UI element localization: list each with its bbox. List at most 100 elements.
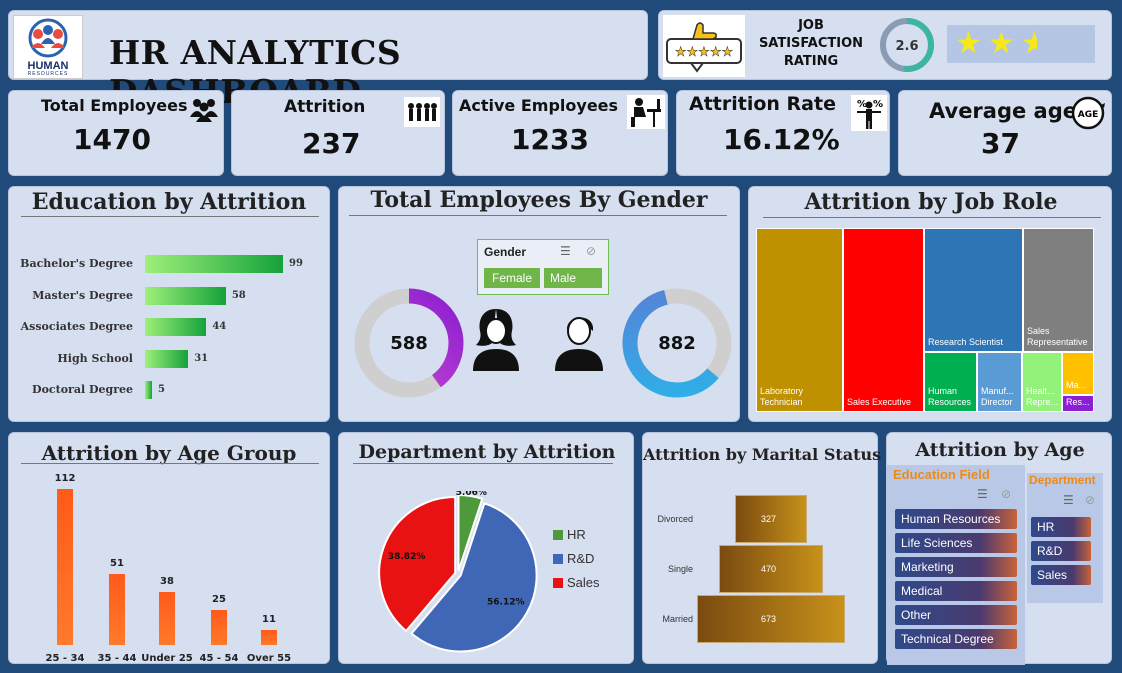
pie-slice-rd (410, 502, 538, 653)
kpi-value: 1233 (511, 123, 589, 156)
education-bar (145, 255, 283, 273)
treemap-label: Research Scientist (928, 337, 1004, 347)
kpi-value: 1470 (73, 123, 151, 156)
slicer-title: Department (1029, 473, 1096, 487)
clear-filter-icon[interactable]: ⊘ (586, 244, 597, 258)
agegroup-bar (57, 489, 73, 645)
hr-logo: HUMAN RESOURCES (13, 15, 83, 79)
slicer-option[interactable]: R&D (1031, 541, 1091, 561)
jobrole-panel: Attrition by Job Role Laboratory Technic… (748, 186, 1112, 422)
male-donut: 882 (622, 288, 732, 398)
education-value-label: 44 (212, 321, 227, 332)
treemap-tile: Res... (1062, 395, 1094, 412)
education-bar (145, 381, 152, 399)
male-icon (555, 317, 603, 371)
section-title: Education by Attrition (31, 189, 307, 215)
multi-select-icon[interactable]: ☰ (560, 244, 571, 258)
treemap-tile: Human Resources (924, 352, 977, 412)
agegroup-value-label: 51 (110, 557, 124, 569)
department-legend: HR R&D Sales (553, 527, 627, 597)
slicer-option[interactable]: Sales (1031, 565, 1091, 585)
donut-value-label: 882 (658, 333, 696, 354)
education-bar (145, 349, 189, 368)
job-satisfaction-panel: ★★★★★ JOB SATISFACTION RATING 2.6 ★ ★ ★ (658, 10, 1112, 80)
agegroup-value-label: 112 (54, 473, 76, 484)
slicer-option[interactable]: Life Sciences (895, 533, 1017, 553)
legend-swatch (553, 530, 563, 540)
education-category-label: Master's Degree (32, 288, 133, 302)
section-title: Department by Attrition (358, 441, 616, 463)
female-icon (473, 309, 519, 371)
treemap-tile: Sales Executive (843, 228, 924, 412)
review-stars-icon: ★★★★★ (663, 15, 745, 77)
pie-slice-sales (378, 495, 457, 633)
slicer-option-female[interactable]: Female (484, 268, 540, 288)
donut-value-label: 588 (390, 333, 428, 354)
clear-filter-icon[interactable]: ⊘ (1085, 493, 1096, 507)
age-badge-icon: AGE (1071, 96, 1105, 130)
divider (21, 216, 319, 217)
treemap-tile: Healt... Repre... (1022, 352, 1062, 412)
slicer-option[interactable]: Human Resources (895, 509, 1017, 529)
agegroup-bar (261, 629, 277, 645)
rating-value: 2.6 (895, 39, 918, 54)
slicer-option-male[interactable]: Male (544, 268, 602, 288)
education-category-label: Associates Degree (20, 320, 133, 333)
agegroup-bar (211, 610, 227, 645)
marital-bar (719, 545, 823, 593)
marital-panel: Attrition by Marital Status 327 Divorced 4… (642, 432, 881, 664)
person-at-desk-icon (627, 95, 665, 129)
legend-label: HR (567, 527, 586, 542)
agegroup-value-label: 38 (160, 576, 174, 588)
donut-segment-female (354, 288, 464, 398)
attrition-age-panel: Attrition by Age Education Field ☰ ⊘ Hum… (886, 432, 1112, 665)
female-donut: 588 (354, 288, 464, 398)
pie-value-label: 5.06% (456, 491, 487, 498)
treemap-tile: Manuf... Director (977, 352, 1022, 412)
pie-value-label: 56.12% (487, 598, 524, 608)
education-category-label: High School (57, 351, 133, 365)
treemap-label: Res... (1066, 397, 1090, 407)
legend-label: R&D (567, 551, 595, 566)
star-icon: ★ (1020, 26, 1048, 61)
legend-swatch (553, 554, 563, 564)
agegroup-category-label: Under 25 (141, 653, 193, 664)
marital-category-label: Married (662, 614, 693, 624)
percent-person-icon: % % (851, 95, 887, 131)
multi-select-icon[interactable]: ☰ (1063, 493, 1074, 507)
job-satisfaction-label: JOB SATISFACTION RATING (758, 18, 864, 69)
education-field-slicer: Education Field ☰ ⊘ Human Resources Life … (887, 465, 1025, 665)
education-value-label: 99 (289, 258, 303, 269)
kpi-attrition: Attrition 237 (231, 90, 445, 176)
kpi-total-employees: Total Employees 1470 (8, 90, 224, 176)
slicer-option[interactable]: Other (895, 605, 1017, 625)
jobrole-treemap: Laboratory Technician Sales Executive Rese… (756, 228, 1094, 412)
kpi-active-employees: Active Employees 1233 (452, 90, 668, 176)
age-badge-text: AGE (1078, 110, 1099, 120)
clear-filter-icon[interactable]: ⊘ (1001, 487, 1012, 501)
kpi-attrition-rate: Attrition Rate 16.12% % % (676, 90, 890, 176)
svg-text:★★★★★: ★★★★★ (675, 45, 733, 60)
logo-text: HUMAN (27, 60, 69, 72)
gender-panel: Total Employees By Gender Gender ☰ ⊘ Fem… (338, 186, 740, 422)
people-group-icon (190, 99, 218, 122)
education-bar (145, 286, 226, 305)
slicer-option[interactable]: Technical Degree (895, 629, 1017, 649)
multi-select-icon[interactable]: ☰ (977, 487, 988, 501)
marital-value-label: 470 (761, 564, 777, 574)
treemap-label: Human Resources (928, 386, 972, 407)
marital-bar (697, 595, 845, 643)
agegroup-category-label: 45 - 54 (199, 653, 239, 664)
education-category-label: Bachelor's Degree (20, 257, 133, 270)
department-pie-chart: 5.06% 56.12% 38.82% (378, 491, 538, 653)
education-value-label: 31 (194, 352, 209, 364)
slicer-option[interactable]: HR (1031, 517, 1091, 537)
agegroup-category-label: 35 - 44 (97, 653, 137, 664)
slicer-title: Gender (484, 245, 527, 259)
slicer-option[interactable]: Medical (895, 581, 1017, 601)
kpi-label: Total Employees (41, 96, 188, 115)
header-panel: HUMAN RESOURCES HR ANALYTICS DASHBOARD (8, 10, 648, 111)
slicer-option[interactable]: Marketing (895, 557, 1017, 577)
marital-category-label: Single (667, 564, 693, 574)
kpi-average-age: Average age 37 AGE (898, 90, 1112, 176)
